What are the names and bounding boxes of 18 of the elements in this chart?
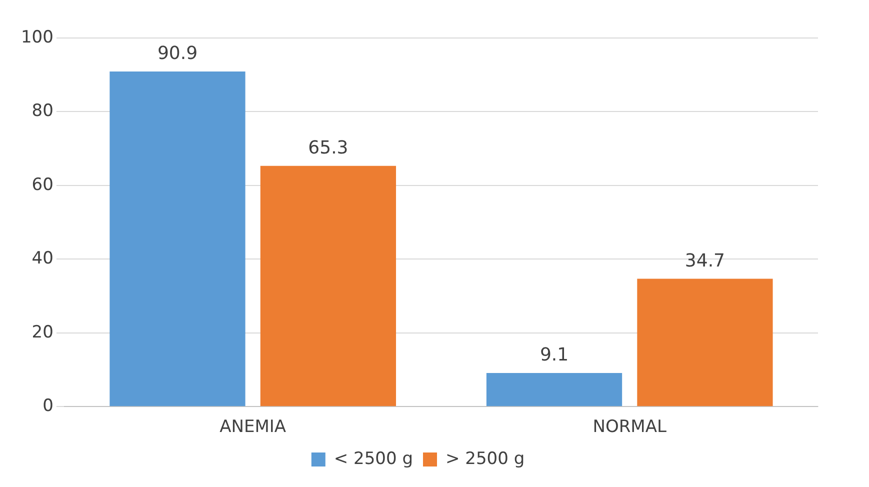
x-tick-label: NORMAL	[592, 417, 667, 438]
y-tick-label: 20	[32, 322, 54, 342]
y-tick-label: 0	[42, 396, 54, 416]
y-tick-label: 40	[32, 248, 54, 269]
data-label: 9.1	[540, 344, 569, 366]
y-tick-label: 100	[20, 27, 54, 48]
data-label: 34.7	[684, 250, 726, 272]
legend-label: > 2500 g	[446, 448, 525, 469]
y-tick-label: 80	[32, 101, 54, 122]
data-label: 90.9	[157, 43, 198, 64]
x-tick-label: ANEMIA	[220, 417, 286, 438]
bar	[110, 72, 246, 406]
bar	[637, 278, 773, 406]
y-tick-label: 60	[32, 174, 54, 195]
bar	[486, 373, 622, 406]
data-label: 65.3	[308, 138, 348, 159]
bar	[260, 166, 396, 406]
legend-label: < 2500 g	[334, 448, 414, 469]
